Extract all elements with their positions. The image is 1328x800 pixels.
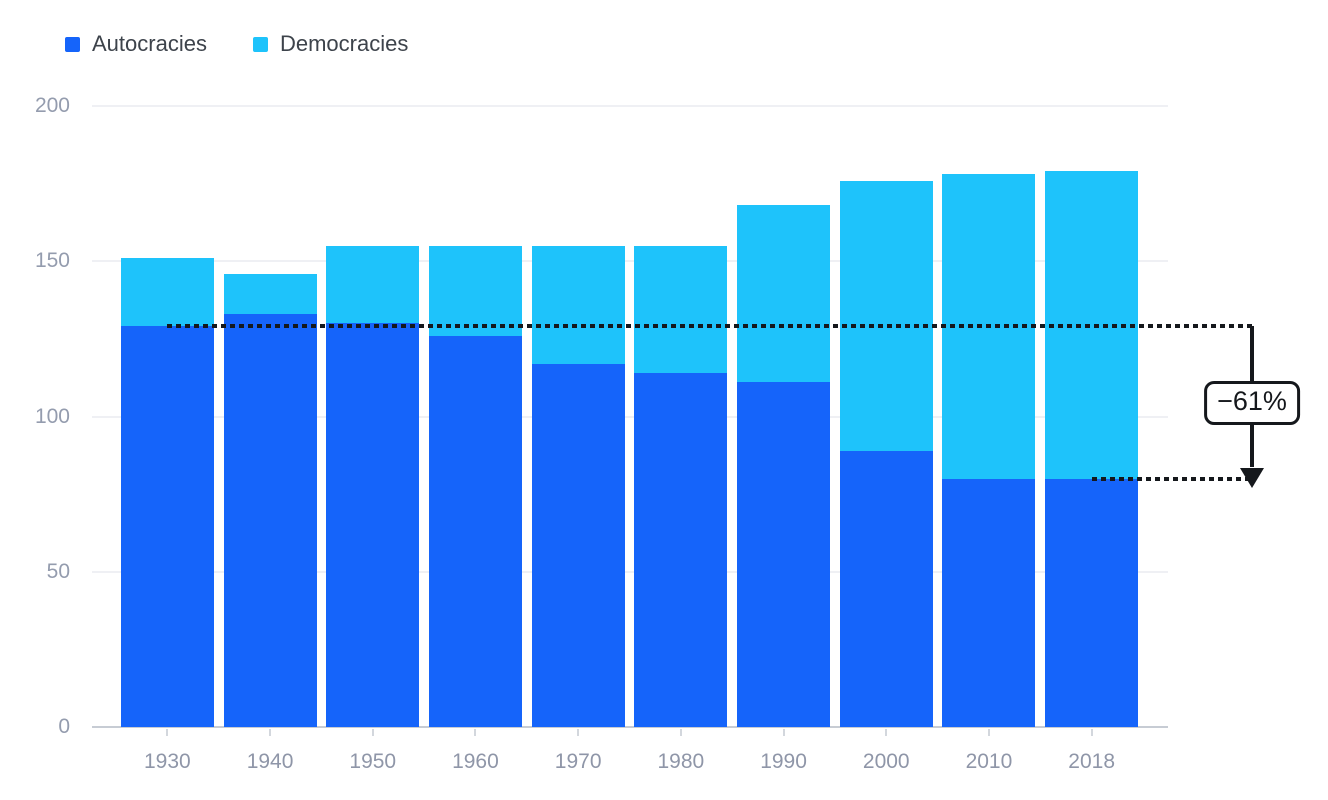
- x-axis-tick: [1090, 729, 1093, 736]
- gridline-200: [92, 105, 1168, 107]
- bar-democracies-1970: [531, 245, 625, 364]
- bar-autocracies-2000: [839, 450, 933, 727]
- bar-autocracies-1990: [737, 382, 831, 727]
- x-axis-tick: [782, 729, 785, 736]
- bar-autocracies-2018: [1045, 478, 1139, 727]
- gridline-50: [92, 570, 1168, 573]
- legend-item-democracies: Democracies: [252, 31, 409, 57]
- legend: Autocracies Democracies: [65, 31, 408, 57]
- x-axis-tick: [885, 729, 888, 736]
- x-axis-label: 2018: [1068, 750, 1115, 773]
- x-axis-label: 2010: [965, 750, 1013, 773]
- bar-democracies-1950: [326, 245, 420, 324]
- bar-democracies-1960: [428, 245, 522, 336]
- x-axis-label: 1940: [246, 750, 294, 773]
- gridline-100: [92, 415, 1168, 418]
- legend-swatch-autocracies-icon: [65, 36, 80, 52]
- x-axis-label: 2000: [862, 750, 910, 773]
- bar-autocracies-2010: [942, 478, 1036, 727]
- x-axis-tick: [474, 729, 477, 736]
- y-axis-label: 150: [34, 249, 70, 273]
- bar-autocracies-1970: [531, 363, 625, 727]
- x-axis-label: 1980: [657, 750, 705, 773]
- x-axis-tick: [371, 729, 374, 736]
- legend-label-autocracies: Autocracies: [92, 31, 207, 56]
- x-axis-tick: [269, 729, 272, 736]
- bar-autocracies-1930: [120, 326, 214, 727]
- y-axis-label: 0: [58, 715, 70, 738]
- bar-autocracies-1980: [634, 373, 728, 727]
- x-axis-label: 1960: [452, 750, 499, 773]
- y-axis-label: 200: [34, 94, 70, 117]
- bar-autocracies-1960: [428, 335, 522, 727]
- legend-label-democracies: Democracies: [279, 31, 409, 56]
- x-axis-tick: [577, 729, 580, 736]
- annotation-label: −61%: [1204, 380, 1300, 425]
- legend-swatch-democracies-icon: [252, 36, 268, 52]
- bar-democracies-1990: [737, 205, 831, 383]
- annotation-guide-from: [167, 324, 1254, 329]
- annotation-arrowhead-icon: [1240, 467, 1264, 488]
- annotation-guide-to: [1091, 476, 1254, 481]
- x-axis-label: 1930: [143, 750, 191, 773]
- bar-autocracies-1940: [223, 314, 317, 727]
- y-axis-label: 100: [34, 404, 70, 428]
- x-axis-label: 1970: [554, 750, 602, 773]
- bar-democracies-2000: [839, 180, 933, 451]
- bar-democracies-1930: [120, 258, 214, 327]
- x-axis-tick: [166, 729, 169, 736]
- gridline-0: [92, 726, 1168, 728]
- x-axis-tick: [987, 729, 990, 736]
- bar-autocracies-1950: [326, 323, 420, 727]
- legend-item-autocracies: Autocracies: [65, 31, 207, 57]
- x-axis-label: 1990: [760, 750, 807, 773]
- x-axis-label: 1950: [349, 750, 397, 773]
- gridline-150: [92, 260, 1168, 263]
- y-axis-label: 50: [46, 559, 70, 583]
- x-axis-tick: [679, 729, 682, 736]
- bar-democracies-1980: [634, 245, 728, 374]
- bar-democracies-1940: [223, 273, 317, 315]
